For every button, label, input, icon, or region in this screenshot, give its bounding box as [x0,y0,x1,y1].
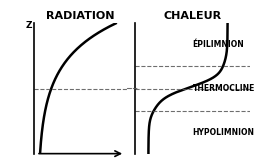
Text: HYPOLIMNION: HYPOLIMNION [192,128,254,137]
Text: ÉPILIMNION: ÉPILIMNION [192,40,244,49]
Title: CHALEUR: CHALEUR [163,11,222,21]
Title: RADIATION: RADIATION [46,11,115,21]
Text: Z: Z [26,21,32,30]
Text: THERMOCLINE: THERMOCLINE [192,84,255,93]
